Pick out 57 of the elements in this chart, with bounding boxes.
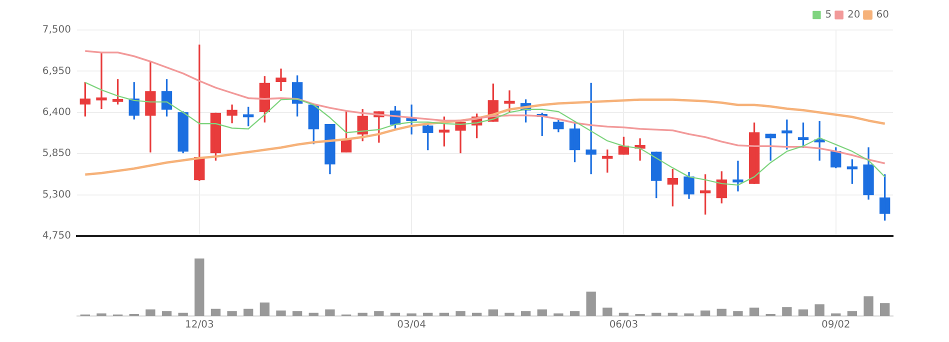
legend-label: 20 [848,10,860,21]
bar [358,312,368,316]
bar [178,312,188,316]
bar [602,308,612,316]
bar [733,311,743,316]
bar [472,312,482,316]
bar [96,313,106,316]
bar [749,308,760,316]
bar [618,312,629,316]
bar [244,308,254,316]
bar [456,311,466,316]
bar [227,311,237,316]
bar [292,311,302,316]
bar [684,313,694,316]
y-tick-label: 7,500 [42,24,71,36]
bar [586,292,596,316]
bar [880,303,890,316]
bar [162,311,172,316]
bar [146,309,156,316]
bar [325,309,335,316]
y-tick-label: 5,850 [42,148,71,160]
bar [554,313,564,316]
bar [260,302,270,316]
y-tick-label: 4,750 [42,230,71,242]
bar [194,258,204,316]
y-tick-label: 6,950 [42,66,71,77]
bar [406,313,416,316]
bar [423,312,433,316]
x-tick-label: 09/02 [821,320,850,331]
bar [439,312,450,316]
x-tick-label: 03/04 [397,320,426,331]
bar [700,310,710,316]
bar [847,311,858,316]
bar [210,308,221,316]
bar [308,312,318,316]
legend-label: 60 [876,10,890,21]
bar [831,313,841,316]
bar [814,304,824,316]
bar [864,296,874,316]
bar [374,311,384,316]
bar [652,312,662,316]
bar [520,311,531,316]
bar [782,307,792,316]
bar [488,309,498,316]
bar [537,309,547,316]
bar [716,308,726,316]
y-tick-label: 6,400 [42,106,71,118]
bar [570,311,580,316]
bar [798,309,808,316]
x-tick-label: 06/03 [609,320,638,331]
bar [276,310,286,316]
legend-label: 5 [825,10,832,21]
bar [390,312,400,316]
bar [504,312,514,316]
y-tick-label: 5,300 [42,189,71,200]
x-tick-label: 12/03 [184,320,214,331]
bar [668,312,678,316]
